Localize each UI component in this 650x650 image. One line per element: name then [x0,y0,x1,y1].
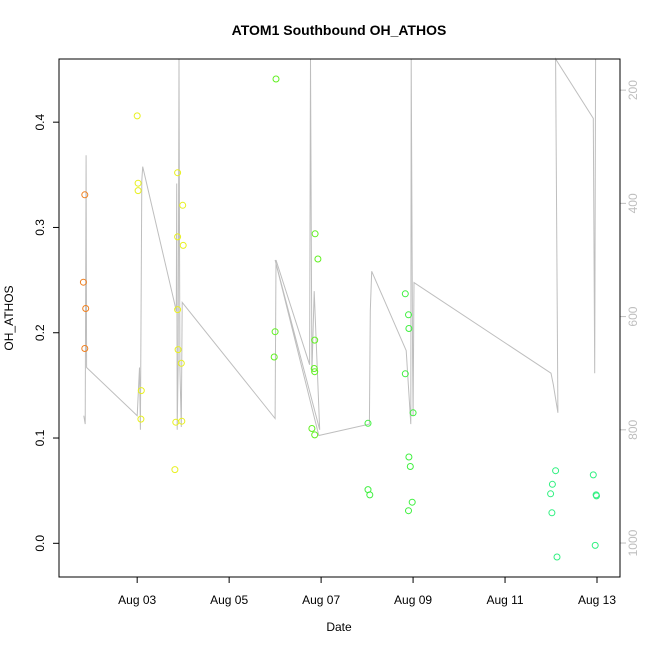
data-point [408,498,416,506]
data-point [177,359,185,367]
data-point [174,233,182,241]
data-point [134,179,142,187]
y2-tick-label: 400 [626,193,640,213]
data-point [179,241,187,249]
data-point [366,491,374,499]
data-point [406,463,414,470]
data-point [133,112,141,120]
data-point [364,419,372,427]
data-point [174,306,182,314]
y2-tick-label: 200 [626,80,640,100]
plot-frame [58,58,621,578]
y-axis-label: OH_ATHOS [2,285,16,350]
y-tick-label: 0.3 [33,219,47,236]
x-tick-label: Aug 09 [394,593,432,607]
x-tick-label: Aug 07 [302,593,340,607]
data-point [547,490,555,498]
data-point [174,346,182,354]
data-point [589,471,597,479]
data-point [179,201,187,209]
scatter-points [79,75,600,561]
data-point [311,336,319,344]
data-point [134,187,142,195]
x-axis-label: Date [326,620,352,634]
data-point [81,191,89,199]
x-tick-label: Aug 05 [210,593,248,607]
data-point [82,305,90,312]
data-point [178,417,186,425]
data-point [79,278,87,286]
data-point [548,509,556,517]
data-point [552,467,560,475]
data-point [405,507,412,515]
data-point [311,431,319,439]
data-point [310,365,318,372]
y-tick-label: 0.0 [33,535,47,552]
data-point [137,415,145,423]
line-series-path [83,57,597,437]
data-point [271,328,279,336]
data-point [311,230,319,238]
data-point [308,425,316,432]
data-point [548,480,556,488]
data-point [593,492,600,500]
data-point [553,553,561,561]
data-point [81,345,89,352]
y-tick-label: 0.4 [33,114,47,131]
data-point [409,409,417,417]
line-series [83,57,597,437]
y-tick-label: 0.1 [33,429,47,446]
data-point [401,370,409,378]
data-point [137,387,145,395]
data-point [405,453,413,461]
data-point [174,169,182,177]
y2-tick-label: 800 [626,419,640,439]
chart-title: ATOM1 Southbound OH_ATHOS [232,22,447,38]
data-point [405,311,412,319]
data-point [270,353,278,361]
axes: 0.0 0.1 0.2 0.3 0.4 Aug 03 Aug 05 Aug 07 Aug 09 A… [33,80,640,607]
x-tick-label: Aug 11 [486,593,523,607]
y2-tick-label: 1000 [626,529,640,556]
data-point [591,541,599,549]
y-tick-label: 0.2 [33,324,47,341]
data-point [171,466,179,474]
y2-tick-label: 600 [626,306,640,326]
data-point [314,255,322,263]
x-tick-label: Aug 13 [578,593,616,607]
x-tick-label: Aug 03 [118,593,156,607]
data-point [311,368,319,376]
data-point [405,325,413,332]
data-point [272,75,280,83]
data-point [401,290,409,298]
